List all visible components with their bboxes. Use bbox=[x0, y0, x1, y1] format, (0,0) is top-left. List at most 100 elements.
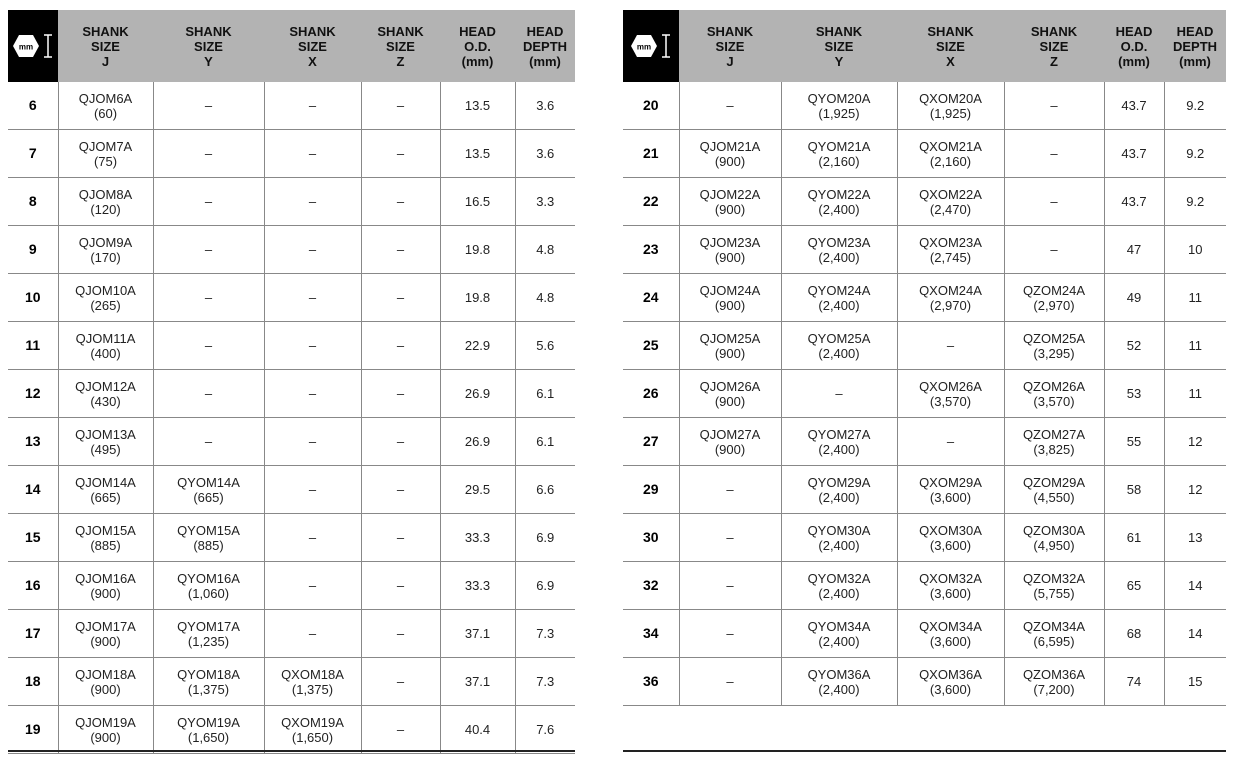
table-row: 6 QJOM6A (60) – – –13.5 3.6 bbox=[8, 82, 575, 130]
shank-y-cell: QYOM22A (2,400) bbox=[780, 177, 897, 226]
table-row: 27 QJOM27A (900) QYOM27A (2,400) – QZOM27A (… bbox=[623, 417, 1226, 466]
bottom-rule bbox=[8, 750, 575, 752]
size-mm-cell: 13 bbox=[8, 417, 58, 466]
head-depth-cell: 14 bbox=[1163, 561, 1226, 610]
shank-x-cell: QXOM21A (2,160) bbox=[896, 129, 1004, 178]
header-shank-y: SHANK SIZE Y bbox=[781, 10, 897, 82]
shank-j-cell: – bbox=[678, 465, 781, 514]
shank-y-cell: – bbox=[152, 273, 264, 322]
shank-x-cell: QXOM22A (2,470) bbox=[896, 177, 1004, 226]
hex-size-icon: mm bbox=[623, 10, 679, 82]
shank-y-cell: – bbox=[152, 225, 264, 274]
head-depth-cell: 6.1 bbox=[514, 369, 575, 418]
head-od-cell: 49 bbox=[1103, 273, 1164, 322]
head-od-cell: 33.3 bbox=[439, 513, 515, 562]
shank-j-cell: QJOM26A (900) bbox=[678, 369, 781, 418]
size-mm-cell: 23 bbox=[623, 225, 679, 274]
head-depth-cell: 5.6 bbox=[514, 321, 575, 370]
size-mm-cell: 25 bbox=[623, 321, 679, 370]
shank-y-cell: QYOM17A (1,235) bbox=[152, 609, 264, 658]
shank-y-cell: QYOM16A (1,060) bbox=[152, 561, 264, 610]
head-od-cell: 43.7 bbox=[1103, 177, 1164, 226]
header-shank-j: SHANK SIZE J bbox=[679, 10, 781, 82]
shank-j-cell: QJOM18A (900) bbox=[57, 657, 153, 706]
shank-y-cell: QYOM19A (1,650) bbox=[152, 705, 264, 754]
head-od-cell: 19.8 bbox=[439, 273, 515, 322]
head-depth-cell: 6.9 bbox=[514, 513, 575, 562]
shank-z-cell: QZOM29A (4,550) bbox=[1003, 465, 1104, 514]
size-mm-cell: 19 bbox=[8, 705, 58, 754]
size-mm-cell: 21 bbox=[623, 129, 679, 178]
shank-z-cell: – bbox=[1003, 225, 1104, 274]
shank-x-cell: – bbox=[263, 369, 361, 418]
head-od-cell: 37.1 bbox=[439, 657, 515, 706]
shank-j-cell: QJOM21A (900) bbox=[678, 129, 781, 178]
shank-y-cell: QYOM18A (1,375) bbox=[152, 657, 264, 706]
shank-y-cell: QYOM34A (2,400) bbox=[780, 609, 897, 658]
size-mm-cell: 27 bbox=[623, 417, 679, 466]
shank-x-cell: QXOM26A (3,570) bbox=[896, 369, 1004, 418]
header-shank-x: SHANK SIZE X bbox=[897, 10, 1004, 82]
right-spec-table: mm SHANK SIZE J SHANK SIZE Y SHANK SIZE X SH… bbox=[623, 10, 1226, 706]
size-mm-cell: 7 bbox=[8, 129, 58, 178]
header-head-od: HEAD O.D. (mm) bbox=[440, 10, 515, 82]
bottom-rule bbox=[623, 750, 1226, 752]
shank-j-cell: QJOM10A (265) bbox=[57, 273, 153, 322]
shank-z-cell: QZOM32A (5,755) bbox=[1003, 561, 1104, 610]
shank-j-cell: QJOM22A (900) bbox=[678, 177, 781, 226]
shank-x-cell: – bbox=[263, 129, 361, 178]
size-mm-cell: 18 bbox=[8, 657, 58, 706]
shank-x-cell: – bbox=[896, 321, 1004, 370]
shank-x-cell: QXOM32A (3,600) bbox=[896, 561, 1004, 610]
shank-x-cell: – bbox=[263, 225, 361, 274]
shank-j-cell: QJOM9A (170) bbox=[57, 225, 153, 274]
head-od-cell: 26.9 bbox=[439, 417, 515, 466]
head-depth-cell: 11 bbox=[1163, 273, 1226, 322]
shank-x-cell: – bbox=[263, 561, 361, 610]
head-depth-cell: 13 bbox=[1163, 513, 1226, 562]
head-od-cell: 74 bbox=[1103, 657, 1164, 706]
table-row: 32– QYOM32A (2,400) QXOM32A (3,600) QZOM32A… bbox=[623, 561, 1226, 610]
size-mm-cell: 15 bbox=[8, 513, 58, 562]
shank-z-cell: – bbox=[1003, 82, 1104, 130]
table-row: 24 QJOM24A (900) QYOM24A (2,400) QXOM24A (2… bbox=[623, 273, 1226, 322]
size-mm-cell: 22 bbox=[623, 177, 679, 226]
shank-x-cell: QXOM34A (3,600) bbox=[896, 609, 1004, 658]
shank-j-cell: – bbox=[678, 657, 781, 706]
head-depth-cell: 3.6 bbox=[514, 129, 575, 178]
table-row: 19 QJOM19A (900) QYOM19A (1,650) QXOM19A (1… bbox=[8, 705, 575, 754]
head-depth-cell: 9.2 bbox=[1163, 82, 1226, 130]
shank-y-cell: – bbox=[152, 82, 264, 130]
shank-x-cell: – bbox=[263, 417, 361, 466]
head-od-cell: 13.5 bbox=[439, 129, 515, 178]
size-mm-cell: 10 bbox=[8, 273, 58, 322]
shank-j-cell: QJOM7A (75) bbox=[57, 129, 153, 178]
header-shank-z: SHANK SIZE Z bbox=[1004, 10, 1104, 82]
head-depth-cell: 4.8 bbox=[514, 225, 575, 274]
shank-y-cell: – bbox=[152, 369, 264, 418]
shank-j-cell: QJOM27A (900) bbox=[678, 417, 781, 466]
head-od-cell: 53 bbox=[1103, 369, 1164, 418]
shank-y-cell: QYOM30A (2,400) bbox=[780, 513, 897, 562]
table-row: 25 QJOM25A (900) QYOM25A (2,400) – QZOM25A (… bbox=[623, 321, 1226, 370]
shank-x-cell: QXOM30A (3,600) bbox=[896, 513, 1004, 562]
shank-z-cell: QZOM34A (6,595) bbox=[1003, 609, 1104, 658]
shank-z-cell: – bbox=[360, 177, 440, 226]
head-od-cell: 26.9 bbox=[439, 369, 515, 418]
table-row: 21 QJOM21A (900) QYOM21A (2,160) QXOM21A (2… bbox=[623, 129, 1226, 178]
size-mm-cell: 26 bbox=[623, 369, 679, 418]
shank-z-cell: – bbox=[1003, 129, 1104, 178]
head-od-cell: 16.5 bbox=[439, 177, 515, 226]
head-depth-cell: 3.6 bbox=[514, 82, 575, 130]
size-mm-cell: 14 bbox=[8, 465, 58, 514]
shank-x-cell: QXOM18A (1,375) bbox=[263, 657, 361, 706]
head-od-cell: 61 bbox=[1103, 513, 1164, 562]
header-head-depth: HEAD DEPTH (mm) bbox=[515, 10, 575, 82]
head-depth-cell: 7.6 bbox=[514, 705, 575, 754]
head-od-cell: 13.5 bbox=[439, 82, 515, 130]
head-depth-cell: 6.1 bbox=[514, 417, 575, 466]
shank-z-cell: – bbox=[360, 321, 440, 370]
shank-x-cell: – bbox=[263, 177, 361, 226]
size-mm-cell: 12 bbox=[8, 369, 58, 418]
shank-x-cell: – bbox=[263, 465, 361, 514]
